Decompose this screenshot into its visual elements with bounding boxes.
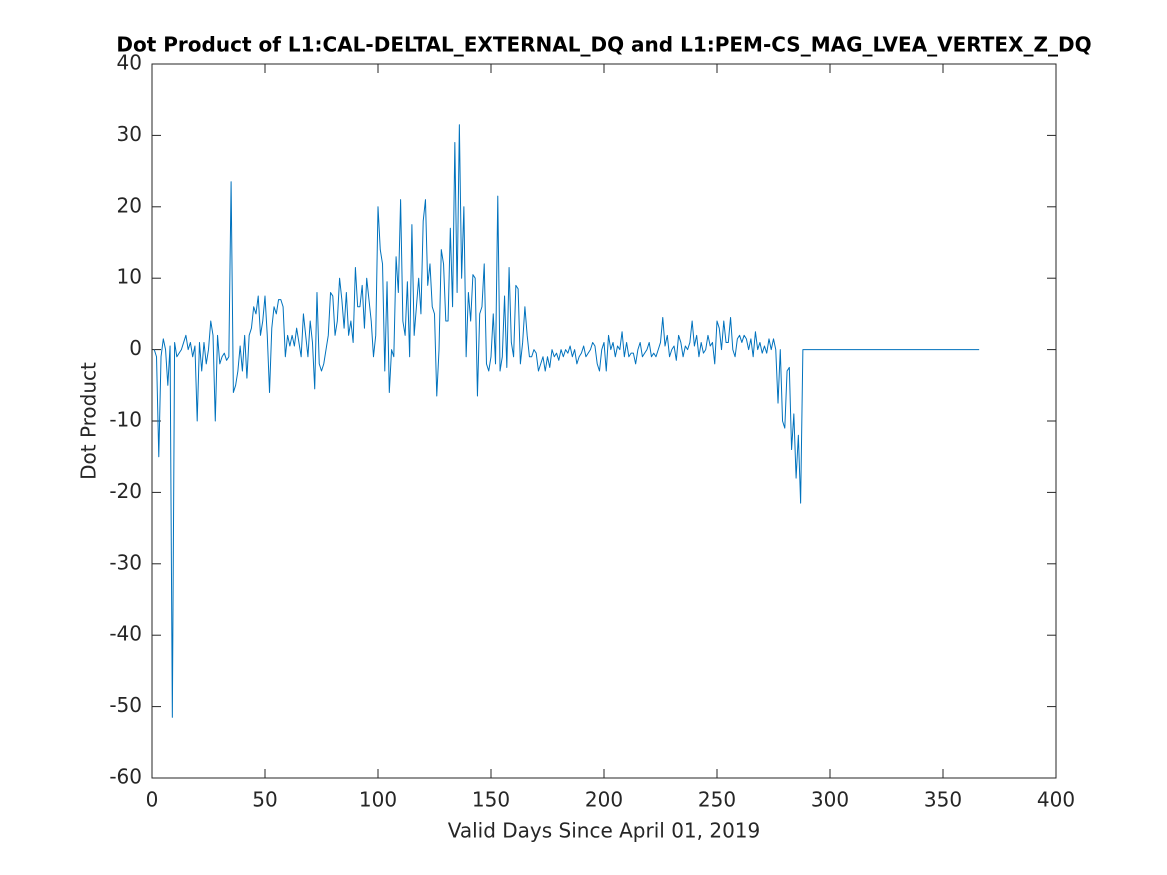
y-axis-label: Dot Product <box>77 362 101 480</box>
y-tick-label: 0 <box>129 336 142 360</box>
y-tick-label: -50 <box>109 693 142 717</box>
y-tick-label: 20 <box>117 193 142 217</box>
y-tick-label: 10 <box>117 265 142 289</box>
data-line <box>153 124 980 718</box>
x-tick-label: 250 <box>698 788 736 812</box>
x-tick-label: 150 <box>472 788 510 812</box>
y-tick-label: -10 <box>109 408 142 432</box>
x-tick-label: 200 <box>585 788 623 812</box>
y-tick-label: -20 <box>109 479 142 503</box>
x-tick-label: 400 <box>1037 788 1075 812</box>
y-tick-label: 40 <box>117 51 142 75</box>
y-tick-label: -30 <box>109 550 142 574</box>
x-tick-label: 350 <box>924 788 962 812</box>
chart-title: Dot Product of L1:CAL-DELTAL_EXTERNAL_DQ… <box>116 33 1091 57</box>
y-tick-label: -60 <box>109 765 142 789</box>
y-tick-label: -40 <box>109 622 142 646</box>
x-axis-label: Valid Days Since April 01, 2019 <box>448 819 761 843</box>
y-tick-label: 30 <box>117 122 142 146</box>
x-tick-label: 300 <box>811 788 849 812</box>
x-tick-label: 0 <box>146 788 159 812</box>
x-tick-label: 100 <box>359 788 397 812</box>
x-tick-label: 50 <box>252 788 277 812</box>
